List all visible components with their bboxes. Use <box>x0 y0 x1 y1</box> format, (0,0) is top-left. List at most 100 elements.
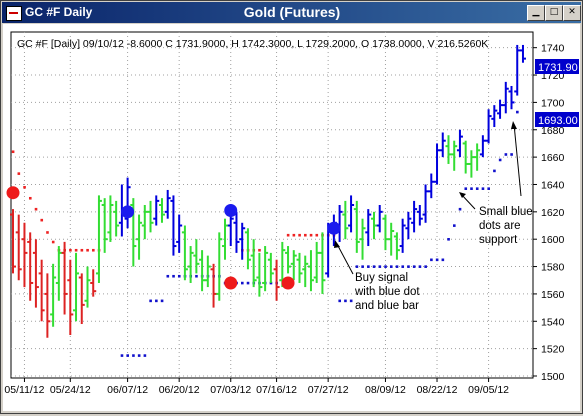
minimize-button[interactable]: ▁ <box>527 5 545 21</box>
ohlc-bar <box>342 200 349 240</box>
ohlc-bar <box>393 232 400 260</box>
ohlc-bar <box>468 150 475 178</box>
support-dot <box>166 274 170 278</box>
y-tick-label: 1640 <box>541 179 565 191</box>
support-dot <box>453 224 456 227</box>
close-button[interactable]: ✕ <box>563 5 581 21</box>
price-chart-area[interactable]: 1500 1520 1540 1560 1580 1600 1620 1640 1660 1680… <box>3 24 580 411</box>
ohlc-bar <box>296 252 303 283</box>
support-dot <box>349 299 353 303</box>
support-dot <box>172 274 175 278</box>
ohlc-bar <box>176 214 183 253</box>
ohlc-bar <box>256 252 263 297</box>
buy-note-line-3: and blue bar <box>355 300 419 312</box>
x-tick-label: 07/27/12 <box>308 384 349 396</box>
support-dot <box>510 153 513 156</box>
title-bar[interactable]: GC #F Daily Gold (Futures) ▁ □ ✕ <box>2 2 581 23</box>
ohlc-bar <box>113 200 120 237</box>
ohlc-bar <box>124 177 131 229</box>
ohlc-bar <box>307 250 314 292</box>
x-tick-label: 08/22/12 <box>417 384 458 396</box>
ohlc-bar <box>416 205 423 226</box>
sell-signal-dot <box>6 186 20 200</box>
support-dot <box>493 169 496 173</box>
support-dot <box>498 158 502 162</box>
ohlc-bar <box>411 200 418 233</box>
ohlc-bar <box>67 259 74 335</box>
support-dot <box>441 258 445 262</box>
support-dot <box>378 265 382 268</box>
ohlc-bar <box>353 200 360 253</box>
y-tick-label: 1520 <box>541 344 565 356</box>
ohlc-bar <box>38 259 45 322</box>
support-price-tag: 1693.00 <box>538 115 578 127</box>
y-tick-label: 1580 <box>541 262 565 274</box>
ohlc-bar <box>313 241 320 283</box>
support-dot <box>458 207 462 211</box>
support-dot <box>389 265 393 268</box>
support-dot <box>149 299 152 303</box>
support-dot <box>137 354 141 357</box>
y-tick-label: 1540 <box>541 316 565 328</box>
current-price-tag-bg <box>535 59 579 74</box>
stop-dot <box>28 196 32 200</box>
support-dot <box>407 265 410 268</box>
ohlc-bar <box>193 239 200 274</box>
ohlc-bar <box>451 140 458 171</box>
support-dot <box>246 281 250 285</box>
y-axis: 1500 1520 1540 1560 1580 1600 1620 1640 1660 1680… <box>533 43 565 383</box>
ohlc-bar <box>474 143 481 171</box>
ohlc-bar <box>514 44 521 96</box>
ohlc-bar <box>439 132 446 158</box>
stop-dot <box>304 233 307 237</box>
ohlc-bar <box>204 255 211 288</box>
support-dot <box>355 265 359 268</box>
ohlc-bar <box>250 239 257 288</box>
ohlc-bar <box>445 135 452 164</box>
ohlc-bar <box>44 273 51 338</box>
stop-dot <box>309 233 313 237</box>
stop-dot <box>292 233 296 237</box>
ohlc-bar <box>55 246 62 301</box>
support-dot <box>344 299 347 303</box>
ohlc-bar <box>84 266 91 308</box>
ohlc-bar <box>428 173 435 199</box>
y-tick-label: 1680 <box>541 125 565 137</box>
ohlc-bar <box>78 273 85 325</box>
buy-signal-dot <box>224 203 238 217</box>
stop-dot <box>51 240 55 244</box>
support-dot <box>481 187 485 190</box>
ohlc-bar <box>244 228 251 270</box>
stop-dot <box>258 248 261 252</box>
support-dot <box>372 265 376 268</box>
support-dot <box>120 354 124 357</box>
chart-title: Gold (Futures) <box>243 4 341 20</box>
stop-dot <box>80 248 84 252</box>
current-price-tag: 1731.90 <box>538 62 578 74</box>
support-dot <box>384 265 387 268</box>
x-tick-label: 07/03/12 <box>210 384 251 396</box>
support-dot <box>195 274 198 278</box>
maximize-button[interactable]: □ <box>545 5 563 21</box>
y-tick-label: 1600 <box>541 234 565 246</box>
support-dot <box>338 299 342 303</box>
ohlc-bar <box>519 44 526 63</box>
ohlc-bar <box>187 246 194 283</box>
ohlc-bar <box>239 222 246 260</box>
stop-dot <box>23 186 26 189</box>
ohlc-bar <box>491 105 498 128</box>
window-title: GC #F Daily <box>25 5 93 19</box>
ohlc-bar <box>462 140 469 174</box>
buy-signal-dot <box>121 205 135 219</box>
ohlc-bar <box>502 81 509 114</box>
ohlc-bar <box>199 250 206 292</box>
chart-app-icon <box>6 6 22 21</box>
support-dot <box>447 238 450 241</box>
ohlc-bar <box>508 85 515 110</box>
ohlc-bar <box>285 246 292 274</box>
support-dot <box>487 187 490 190</box>
stop-dot <box>34 207 38 211</box>
support-dot <box>155 299 158 303</box>
support-arrowhead-right <box>511 121 517 129</box>
ohlc-bar <box>158 198 165 223</box>
